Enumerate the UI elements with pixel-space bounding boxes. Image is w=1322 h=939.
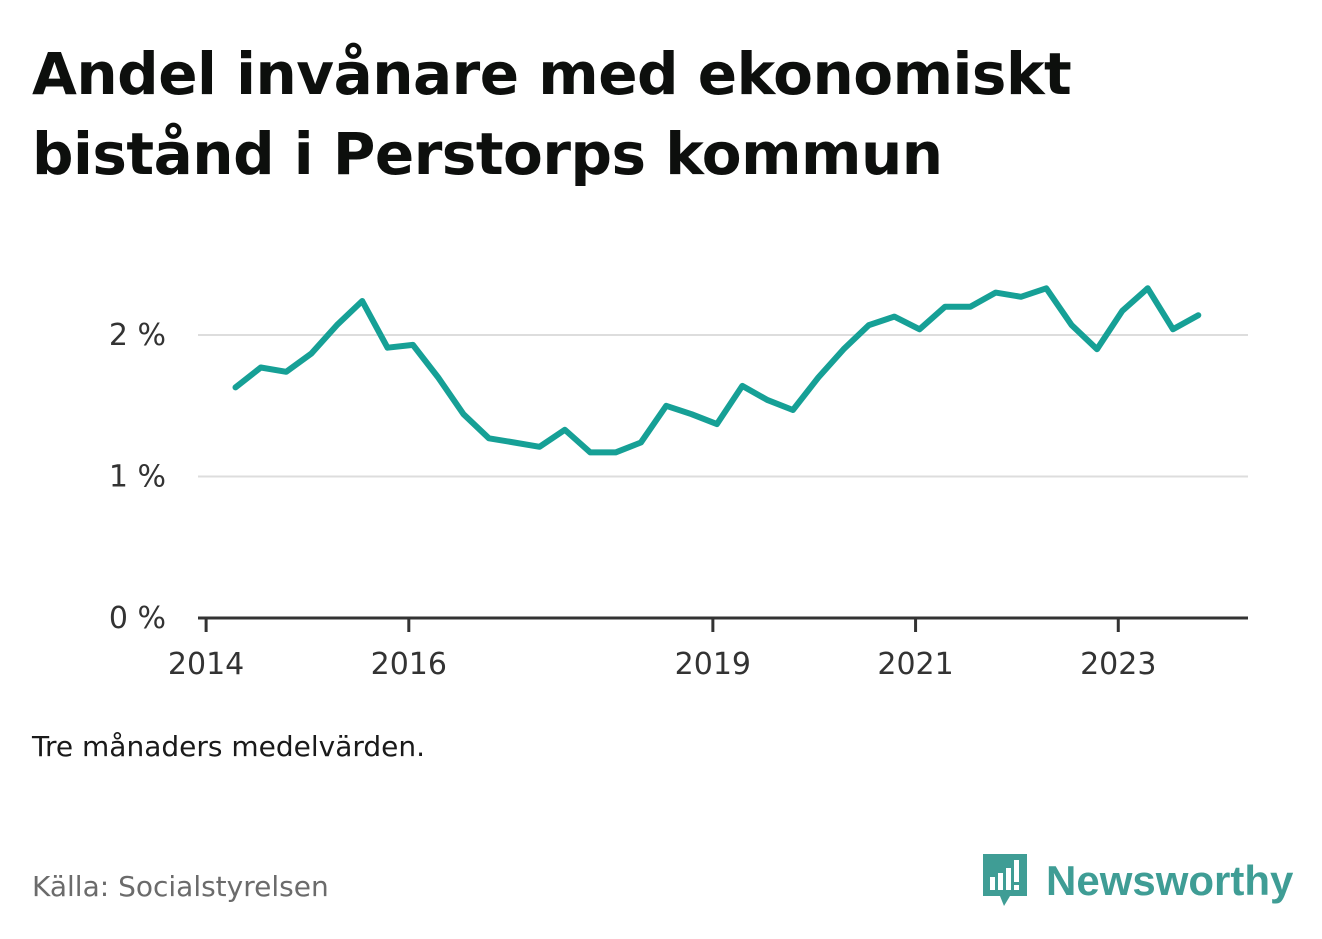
x-tick-label: 2016 (371, 647, 447, 682)
series-layer (232, 285, 1202, 456)
y-tick-label: 0 % (109, 601, 166, 636)
x-tick-label: 2021 (877, 647, 953, 682)
newsworthy-logo: Newsworthy (980, 850, 1293, 912)
x-tick-label: 2014 (168, 647, 244, 682)
x-tick-label: 2019 (675, 647, 751, 682)
series-line (232, 285, 1202, 456)
grid-lines (198, 334, 1248, 478)
y-axis-ticks: 0 % 1 % 2 % (109, 318, 166, 636)
y-tick-label: 2 % (109, 318, 166, 353)
source-label: Källa: Socialstyrelsen (32, 870, 329, 903)
newsworthy-bar-chart-icon (983, 854, 1027, 906)
brand-name: Newsworthy (1046, 857, 1294, 904)
chart-title: Andel invånare med ekonomiskt bistånd i … (32, 40, 1072, 188)
chart-note: Tre månaders medelvärden. (32, 730, 426, 763)
x-tick-label: 2023 (1080, 647, 1156, 682)
y-tick-label: 1 % (109, 460, 166, 495)
x-axis: 2014 2016 2019 2021 2023 (168, 616, 1248, 682)
